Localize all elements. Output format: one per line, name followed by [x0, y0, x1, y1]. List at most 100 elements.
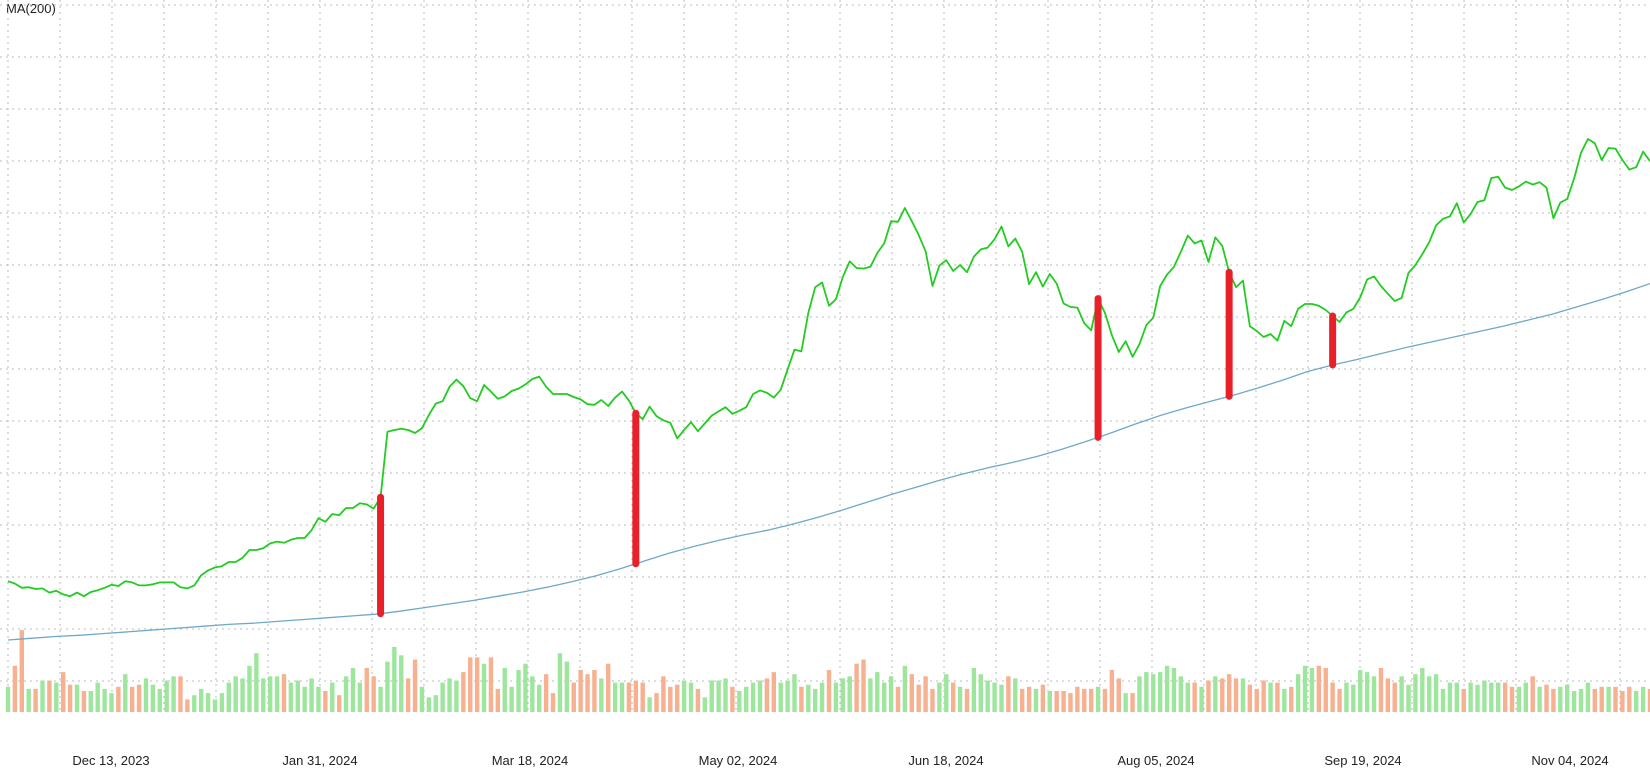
- volume-bar: [502, 667, 507, 712]
- volume-bar: [336, 695, 342, 712]
- x-tick-label: Nov 04, 2024: [1531, 753, 1608, 768]
- volume-bar: [1151, 674, 1156, 712]
- volume-bar: [1102, 688, 1108, 712]
- volume-bar: [1226, 674, 1232, 712]
- volume-bar: [1475, 684, 1480, 712]
- volume-bar: [1289, 686, 1294, 712]
- volume-bar: [895, 686, 901, 712]
- volume-bar: [537, 684, 542, 712]
- volume-bar: [274, 676, 280, 712]
- volume-bar: [1358, 670, 1363, 712]
- volume-bar: [668, 686, 673, 712]
- volume-bar: [619, 682, 625, 712]
- volume-bar: [1530, 676, 1535, 712]
- volume-bar: [1440, 688, 1446, 712]
- volume-bar: [806, 684, 811, 712]
- volume-bar: [461, 672, 466, 712]
- volume-bar: [819, 682, 825, 712]
- volume-bar: [1406, 684, 1411, 712]
- volume-bar: [392, 646, 397, 712]
- volume-bar: [1144, 672, 1149, 712]
- volume-bar: [1019, 688, 1025, 712]
- volume-bar: [509, 686, 514, 712]
- volume-bar: [902, 665, 908, 712]
- volume-bar: [1199, 686, 1204, 712]
- volume-bar: [81, 691, 87, 712]
- volume-bar: [564, 661, 570, 712]
- volume-bar: [964, 688, 970, 712]
- volume-bar: [67, 684, 73, 712]
- grid-lines: [0, 0, 1650, 712]
- volume-bar: [1468, 682, 1473, 712]
- volume-bar: [978, 674, 983, 712]
- volume-bar: [585, 674, 590, 712]
- volume-bar: [1006, 676, 1011, 712]
- volume-bar: [778, 682, 783, 712]
- volume-bar: [654, 693, 659, 712]
- volume-bar: [316, 686, 321, 712]
- volume-bar: [833, 682, 839, 712]
- volume-bar: [633, 680, 639, 712]
- volume-bar: [164, 680, 169, 712]
- volume-bar: [185, 699, 190, 712]
- volume-bar: [757, 680, 763, 712]
- ma-layer: [7, 282, 1650, 641]
- volume-bar: [1537, 686, 1542, 712]
- volume-bar: [1385, 678, 1391, 712]
- volume-bar: [1461, 688, 1466, 712]
- volume-bar: [1640, 686, 1646, 712]
- volume-bar: [1309, 667, 1315, 712]
- volume-bar: [868, 678, 873, 712]
- volume-bar: [1206, 680, 1211, 712]
- volume-bar: [447, 678, 452, 712]
- volume-bar: [129, 686, 135, 712]
- volume-bar: [847, 676, 852, 712]
- volume-bar: [109, 693, 114, 712]
- volume-bar: [1516, 686, 1522, 712]
- volume-bar: [1178, 676, 1184, 712]
- volume-bar: [875, 672, 880, 712]
- volume-bar: [1013, 678, 1018, 712]
- volume-bar: [1344, 682, 1349, 712]
- volume-bar: [136, 684, 142, 712]
- volume-bar: [606, 663, 611, 712]
- volume-bar: [219, 693, 225, 712]
- volume-bar: [1578, 688, 1584, 712]
- volume-bar: [764, 678, 770, 712]
- volume-bar: [1171, 667, 1177, 712]
- volume-bar: [1378, 667, 1384, 712]
- volume-bar: [1261, 680, 1266, 712]
- volume-bar: [1316, 665, 1322, 712]
- volume-bar: [599, 678, 604, 712]
- volume-bar: [971, 667, 977, 712]
- volume-bar: [640, 682, 645, 712]
- volume-bar: [412, 659, 418, 712]
- volume-bar: [1392, 682, 1397, 712]
- volume-bar: [419, 686, 425, 712]
- volume-bar: [1282, 688, 1287, 712]
- volume-bar: [454, 680, 459, 712]
- x-tick-label: Sep 19, 2024: [1324, 753, 1401, 768]
- volume-bar: [157, 688, 162, 712]
- volume-bar: [771, 672, 777, 712]
- price-line[interactable]: [7, 138, 1650, 598]
- volume-bar: [309, 678, 314, 712]
- volume-bar: [681, 680, 687, 712]
- volume-bar: [999, 684, 1004, 712]
- ma-line: [7, 282, 1650, 641]
- volume-bar: [813, 688, 818, 712]
- volume-bar: [695, 688, 701, 712]
- volume-bar: [495, 688, 501, 712]
- volume-bar: [192, 695, 197, 712]
- volume-bar: [612, 682, 618, 712]
- volume-bar: [1068, 693, 1073, 712]
- volume-bar: [923, 676, 928, 712]
- volume-bar: [1157, 672, 1163, 712]
- volume-bar: [385, 661, 390, 712]
- volume-bar: [840, 678, 845, 712]
- volume-bar: [992, 682, 997, 712]
- volume-bar: [1420, 667, 1425, 712]
- volume-bar: [1054, 691, 1059, 712]
- volume-bar: [1088, 688, 1094, 712]
